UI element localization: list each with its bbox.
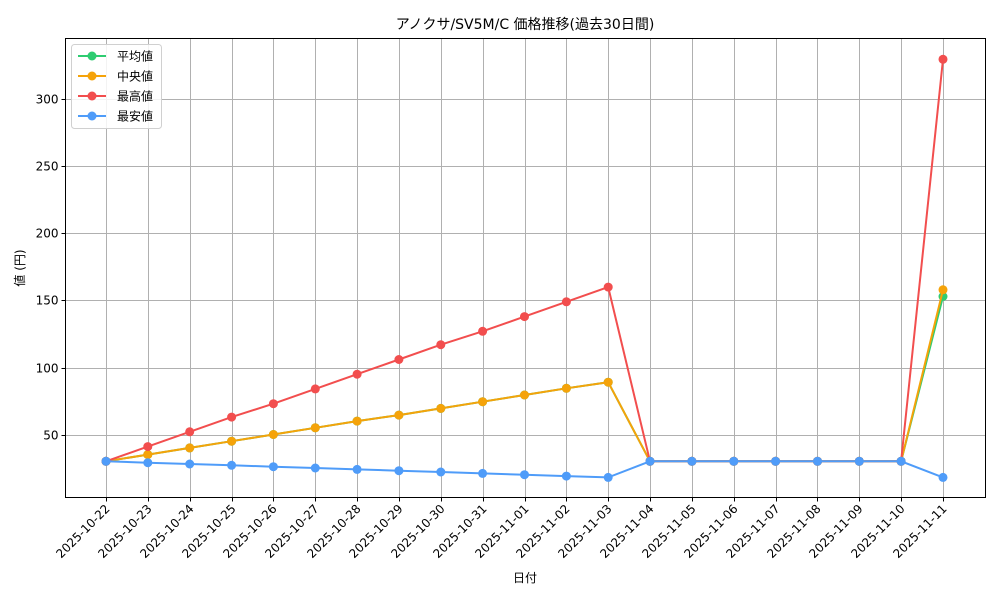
legend-label: 中央値 xyxy=(117,69,153,84)
grid-lines xyxy=(65,38,986,498)
data-point xyxy=(143,450,153,460)
data-point xyxy=(394,410,404,420)
data-point xyxy=(561,297,571,307)
series-3 xyxy=(101,456,948,482)
legend-item: 平均値 xyxy=(78,49,153,64)
data-point xyxy=(185,459,195,469)
y-tick-label: 300 xyxy=(36,93,59,107)
data-point xyxy=(394,466,404,476)
data-point xyxy=(813,456,822,466)
data-point xyxy=(520,470,529,480)
data-point xyxy=(227,436,237,446)
data-point xyxy=(143,442,153,452)
legend-label: 平均値 xyxy=(117,49,153,64)
data-point xyxy=(436,340,446,350)
data-point xyxy=(687,456,697,466)
data-point xyxy=(310,463,320,473)
data-point xyxy=(268,462,278,472)
x-axis-label: 日付 xyxy=(513,571,537,585)
legend-marker-icon xyxy=(87,111,97,121)
data-point xyxy=(143,458,153,468)
data-point xyxy=(561,383,571,393)
data-point xyxy=(268,399,278,409)
data-point xyxy=(520,390,529,400)
data-point xyxy=(938,472,948,482)
data-point xyxy=(227,460,237,470)
data-point xyxy=(478,468,488,478)
legend-label: 最安値 xyxy=(117,109,153,124)
data-point xyxy=(227,412,237,422)
x-axis-ticks: 2025-10-222025-10-232025-10-242025-10-25… xyxy=(53,497,950,561)
y-tick-label: 250 xyxy=(36,160,59,174)
data-point xyxy=(645,456,655,466)
data-point xyxy=(436,403,446,413)
data-point xyxy=(352,369,362,379)
legend-item: 最高値 xyxy=(78,89,153,104)
data-point xyxy=(478,326,488,336)
series-2 xyxy=(101,54,948,466)
data-point xyxy=(896,456,906,466)
data-point xyxy=(394,355,404,364)
y-tick-label: 50 xyxy=(43,429,58,443)
data-point xyxy=(520,312,529,322)
data-point xyxy=(310,423,320,433)
legend-item: 中央値 xyxy=(78,69,153,84)
legend-item: 最安値 xyxy=(78,109,153,124)
y-tick-label: 100 xyxy=(36,362,59,376)
data-point xyxy=(603,282,613,292)
data-point xyxy=(938,54,948,64)
data-point xyxy=(310,384,320,394)
legend-marker-icon xyxy=(87,71,97,81)
y-tick-label: 200 xyxy=(36,227,59,241)
data-point xyxy=(436,467,446,477)
data-point xyxy=(101,456,111,466)
data-point xyxy=(478,397,488,407)
data-point xyxy=(352,416,362,426)
data-point xyxy=(561,471,571,481)
y-axis-ticks: 50 100 150 200 250 300 xyxy=(36,93,66,443)
chart-title: アノクサ/SV5M/C 価格推移(過去30日間) xyxy=(396,17,655,33)
data-point xyxy=(268,430,278,439)
data-point xyxy=(185,443,195,453)
data-point xyxy=(185,427,195,437)
legend-marker-icon xyxy=(87,91,97,101)
data-point xyxy=(771,456,781,466)
series-lines xyxy=(101,54,948,482)
legend-label: 最高値 xyxy=(117,89,153,104)
legend-marker-icon xyxy=(87,51,97,61)
y-tick-label: 150 xyxy=(36,294,59,308)
legend-box xyxy=(71,44,162,129)
data-point xyxy=(729,456,739,466)
data-point xyxy=(603,377,613,387)
y-axis-label: 値 (円) xyxy=(12,249,27,286)
data-point xyxy=(603,472,613,482)
data-point xyxy=(854,456,864,466)
data-point xyxy=(352,464,362,474)
data-point xyxy=(938,285,948,295)
